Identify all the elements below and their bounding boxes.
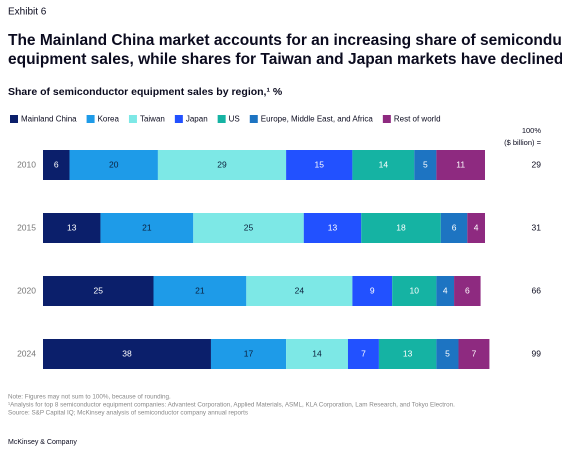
chart-title: The Mainland China market accounts for a… (8, 32, 562, 49)
bar-segment (43, 339, 211, 369)
data-label: 18 (396, 222, 406, 232)
legend-label: Korea (98, 115, 120, 124)
total-label: 29 (532, 159, 542, 169)
legend-swatch (217, 115, 226, 123)
footer: McKinsey & Company (8, 439, 77, 446)
legend-label: Japan (186, 115, 208, 124)
bar-segment (378, 339, 437, 369)
bar-segment (392, 276, 437, 306)
chart-subtitle: Share of semiconductor equipment sales b… (8, 86, 283, 98)
legend-label: Rest of world (394, 115, 441, 124)
bar-segment (454, 276, 481, 306)
data-label: 21 (142, 222, 152, 232)
data-label: 38 (122, 348, 132, 358)
data-label: 24 (295, 285, 305, 295)
exhibit-label: Exhibit 6 (8, 7, 47, 18)
bar-segment (458, 339, 490, 369)
bar-segment (467, 213, 485, 243)
bar-segment (440, 213, 468, 243)
data-label: 14 (312, 348, 322, 358)
data-label: 6 (452, 222, 457, 232)
bar-segment (436, 339, 459, 369)
data-label: 13 (67, 222, 77, 232)
bar-segment (286, 150, 353, 180)
note: ¹Analysis for top 8 semiconductor equipm… (8, 402, 455, 409)
data-label: 14 (379, 159, 389, 169)
data-label: 13 (328, 222, 338, 232)
data-label: 4 (474, 222, 479, 232)
legend-label: US (229, 115, 240, 124)
bar-segment (43, 150, 70, 180)
total-label: 31 (532, 222, 542, 232)
data-label: 11 (456, 159, 465, 169)
bar-segment (352, 276, 393, 306)
totals-header: ($ billion) = (504, 138, 542, 147)
bar-segment (414, 150, 437, 180)
note: Note: Figures may not sum to 100%, becau… (8, 394, 171, 401)
legend-swatch (86, 115, 95, 123)
chart-title: equipment sales, while shares for Taiwan… (8, 51, 562, 68)
data-label: 17 (244, 348, 254, 358)
data-label: 6 (465, 285, 470, 295)
y-tick-label: 2010 (17, 159, 36, 169)
legend-swatch (128, 115, 137, 123)
note: Source: S&P Capital IQ; McKinsey analysi… (8, 410, 248, 417)
legend-swatch (249, 115, 258, 123)
y-tick-label: 2020 (17, 285, 36, 295)
totals-header: 100% (522, 126, 542, 135)
data-label: 13 (403, 348, 413, 358)
legend-label: Europe, Middle East, and Africa (261, 115, 374, 124)
data-label: 7 (361, 348, 366, 358)
total-label: 66 (532, 285, 542, 295)
bar-segment (303, 213, 362, 243)
data-label: 4 (443, 285, 448, 295)
bar-segment (43, 276, 154, 306)
data-label: 9 (370, 285, 375, 295)
y-tick-label: 2024 (17, 348, 36, 358)
legend-label: Taiwan (140, 115, 165, 124)
data-label: 5 (423, 159, 428, 169)
data-label: 5 (445, 348, 450, 358)
data-label: 20 (109, 159, 119, 169)
bar-segment (153, 276, 247, 306)
data-label: 7 (472, 348, 477, 358)
data-label: 25 (94, 285, 104, 295)
data-label: 25 (244, 222, 254, 232)
bar-segment (246, 276, 353, 306)
bar-segment (69, 150, 158, 180)
data-label: 10 (410, 285, 420, 295)
total-label: 99 (532, 348, 542, 358)
bar-segment (193, 213, 304, 243)
bar-segment (210, 339, 287, 369)
bar-segment (352, 150, 415, 180)
bar-segment (361, 213, 441, 243)
data-label: 6 (54, 159, 59, 169)
data-label: 21 (195, 285, 205, 295)
bar-segment (286, 339, 348, 369)
bar-segment (157, 150, 287, 180)
bar-segment (347, 339, 379, 369)
legend-swatch (10, 115, 18, 123)
legend-label: Mainland China (21, 115, 77, 124)
bar-segment (436, 276, 455, 306)
data-label: 15 (315, 159, 325, 169)
data-label: 29 (217, 159, 227, 169)
bar-segment (43, 213, 101, 243)
y-tick-label: 2015 (17, 222, 36, 232)
legend-swatch (382, 115, 391, 123)
bar-segment (436, 150, 485, 180)
legend-swatch (174, 115, 183, 123)
bar-segment (100, 213, 194, 243)
